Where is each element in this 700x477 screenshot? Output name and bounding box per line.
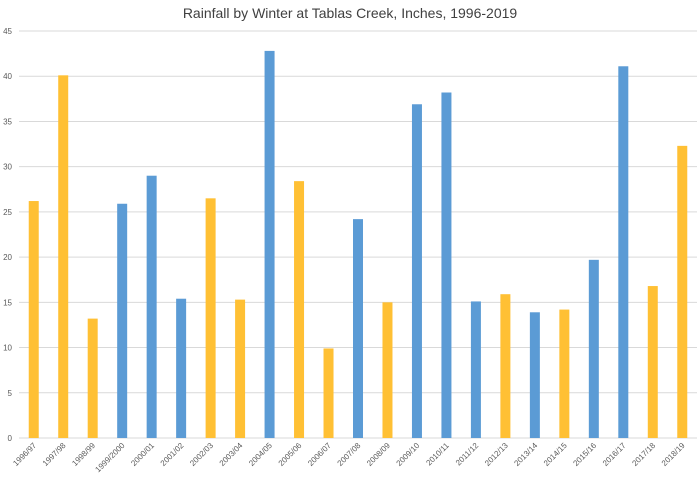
y-tick-label: 35 <box>3 117 12 126</box>
y-tick-label: 20 <box>3 253 12 262</box>
x-tick-label: 2013/14 <box>512 441 539 468</box>
x-tick-label: 2003/04 <box>218 441 245 468</box>
bar-2001-02 <box>176 298 187 438</box>
bar-2016-17 <box>618 66 629 439</box>
x-tick-label: 1999/2000 <box>93 441 126 474</box>
y-tick-label: 30 <box>3 163 12 172</box>
y-tick-label: 0 <box>8 434 13 443</box>
bar-1999-2000 <box>117 203 128 438</box>
x-tick-label: 2012/13 <box>483 441 510 468</box>
bar-2011-12 <box>470 301 481 438</box>
x-tick-label: 2000/01 <box>129 441 156 468</box>
x-tick-label: 2004/05 <box>247 441 274 468</box>
x-tick-label: 2017/18 <box>630 441 657 468</box>
x-tick-label: 2008/09 <box>365 441 392 468</box>
x-tick-label: 2011/12 <box>454 441 481 468</box>
x-tick-label: 2009/10 <box>395 441 422 468</box>
y-tick-label: 45 <box>3 27 12 36</box>
x-tick-label: 2006/07 <box>306 441 333 468</box>
y-tick-label: 15 <box>3 298 12 307</box>
x-tick-label: 1998/99 <box>70 441 97 468</box>
bar-2015-16 <box>588 259 599 438</box>
bar-2003-04 <box>235 299 246 438</box>
x-tick-label: 2015/16 <box>571 441 598 468</box>
bar-2000-01 <box>146 175 157 438</box>
bar-2007-08 <box>353 219 363 438</box>
bar-2005-06 <box>294 181 305 439</box>
bar-2013-14 <box>529 312 540 438</box>
x-tick-label: 2005/06 <box>277 441 304 468</box>
bar-1997-98 <box>58 75 69 438</box>
bar-2002-03 <box>205 198 216 438</box>
x-tick-label: 2007/08 <box>336 441 363 468</box>
bar-2006-07 <box>323 348 334 438</box>
bar-2017-18 <box>647 286 658 438</box>
bar-2004-05 <box>264 50 275 439</box>
x-tick-label: 1997/98 <box>41 441 68 468</box>
bar-2014-15 <box>559 309 570 438</box>
bar-2008-09 <box>382 302 393 438</box>
x-tick-label: 2014/15 <box>542 441 569 468</box>
x-tick-label: 1996/97 <box>11 441 38 468</box>
bar-2018-19 <box>677 145 688 438</box>
y-tick-label: 10 <box>3 344 12 353</box>
x-tick-label: 2010/11 <box>424 441 451 468</box>
chart-title: Rainfall by Winter at Tablas Creek, Inch… <box>182 5 518 21</box>
bar-2009-10 <box>411 104 422 438</box>
x-tick-label: 2018/19 <box>660 441 687 468</box>
bar-2012-13 <box>500 294 511 438</box>
x-tick-label: 2002/03 <box>188 441 215 468</box>
bar-2010-11 <box>441 92 452 438</box>
x-tick-label: 2001/02 <box>159 441 186 468</box>
y-tick-label: 5 <box>8 389 13 398</box>
x-tick-label: 2016/17 <box>601 441 628 468</box>
bar-1996-97 <box>28 201 39 438</box>
bar-1998-99 <box>87 318 98 438</box>
y-tick-label: 25 <box>3 208 12 217</box>
y-tick-label: 40 <box>3 72 12 81</box>
